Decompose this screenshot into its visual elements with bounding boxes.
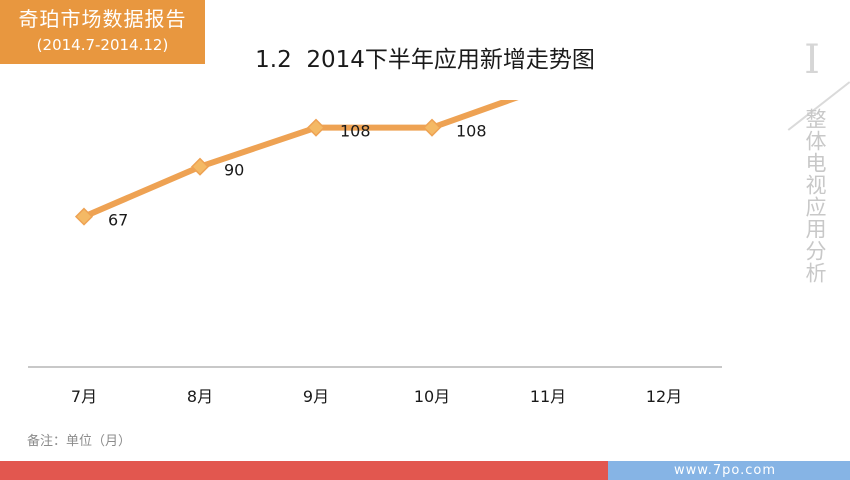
data-point-marker	[422, 118, 442, 137]
x-tick-label: 8月	[187, 387, 213, 406]
data-label: 108	[340, 122, 371, 141]
footer-url: www.7po.com	[674, 463, 776, 478]
section-label: 整体电视应用分析	[803, 108, 827, 284]
footnote: 备注：单位（月）	[27, 434, 132, 449]
slide-title: 1.2 2014下半年应用新增走势图	[255, 47, 595, 73]
data-point-marker	[74, 207, 94, 226]
data-label: 108	[456, 122, 487, 141]
x-tick-label: 9月	[303, 387, 329, 406]
data-point-marker	[306, 118, 326, 137]
section-numeral: I	[804, 37, 820, 83]
data-point-marker	[190, 157, 210, 176]
x-tick-label: 12月	[646, 387, 682, 406]
x-tick-label: 7月	[71, 387, 97, 406]
series-line	[81, 100, 519, 220]
data-label: 90	[224, 161, 244, 180]
x-tick-label: 10月	[414, 387, 450, 406]
x-tick-label: 11月	[530, 387, 566, 406]
data-label: 67	[108, 211, 128, 230]
footer-bar-blue	[608, 461, 850, 480]
report-date-range: (2014.7-2014.12)	[36, 36, 169, 54]
footer-bar-red	[0, 461, 608, 480]
report-title: 奇珀市场数据报告	[18, 7, 187, 31]
report-header-box: 奇珀市场数据报告 (2014.7-2014.12)	[0, 0, 205, 64]
